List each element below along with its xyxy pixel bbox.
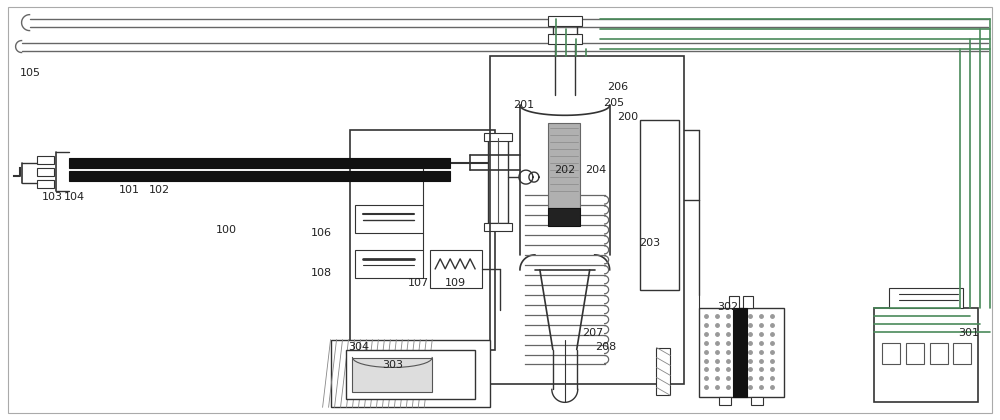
Bar [699,308,784,397]
Bar [488,138,508,223]
Text: 109: 109 [445,278,466,288]
Bar [640,120,679,290]
Bar [69,158,450,168]
Bar [430,250,482,288]
Text: 106: 106 [311,228,332,238]
Text: 107: 107 [408,278,429,288]
Bar [548,16,582,26]
Bar [733,308,747,397]
Text: 208: 208 [595,341,616,352]
Bar [751,397,763,405]
Bar [930,343,948,365]
Text: 104: 104 [63,192,85,202]
Text: 302: 302 [717,302,738,312]
Bar [953,343,971,365]
Bar [656,347,670,395]
Text: 202: 202 [554,165,575,175]
Bar [331,340,490,407]
Text: 108: 108 [311,268,332,278]
Text: 206: 206 [607,82,628,92]
Bar [889,288,963,308]
Text: 100: 100 [216,225,237,235]
Bar [874,308,978,402]
Text: 301: 301 [958,328,979,338]
Bar [906,343,924,365]
Text: 101: 101 [119,185,140,195]
Bar [346,349,475,399]
Bar [719,397,731,405]
Bar [548,208,580,226]
Bar [548,123,580,208]
Bar [548,34,582,44]
Bar [743,296,753,308]
Bar [37,168,54,176]
Text: 105: 105 [20,68,41,79]
Bar [37,156,54,164]
Bar [484,223,512,231]
Text: 103: 103 [42,192,63,202]
Text: 207: 207 [582,328,603,338]
Bar [490,55,684,384]
Text: 203: 203 [640,238,661,248]
Bar [484,133,512,141]
Text: 200: 200 [618,112,639,122]
Bar [729,296,739,308]
Text: 201: 201 [513,100,534,110]
Text: 205: 205 [603,98,624,108]
Text: 204: 204 [585,165,606,175]
Bar [350,130,495,349]
Bar [882,343,900,365]
Bar [355,250,423,278]
Bar [352,357,432,392]
Bar [37,180,54,188]
Bar [69,171,450,181]
Text: 304: 304 [349,341,370,352]
Bar [355,205,423,233]
Text: 303: 303 [382,360,403,370]
Text: 102: 102 [149,185,170,195]
